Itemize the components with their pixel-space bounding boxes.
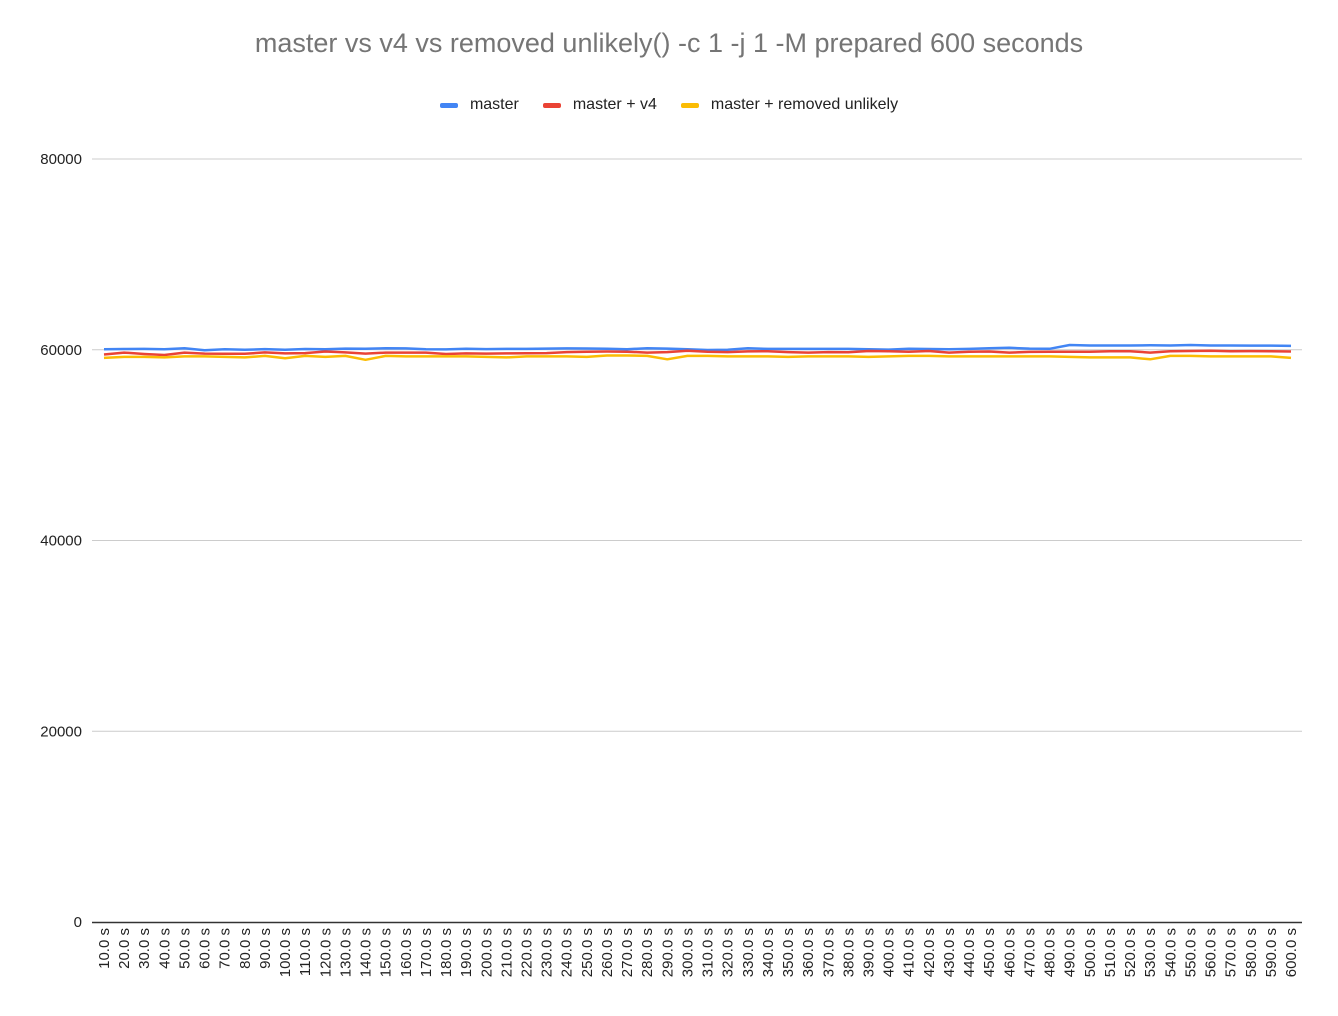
x-tick-label: 330.0 s <box>740 928 757 977</box>
legend-label-removed-unlikely: master + removed unlikely <box>710 96 899 113</box>
x-tick-label: 140.0 s <box>358 928 375 977</box>
x-tick-label: 540.0 s <box>1162 928 1179 977</box>
legend: master master + v4 master + removed unli… <box>0 96 1338 114</box>
x-tick-label: 260.0 s <box>599 928 616 977</box>
x-tick-label: 370.0 s <box>820 928 837 977</box>
legend-swatch-master-v4 <box>542 102 561 108</box>
legend-item-master[interactable]: master <box>439 96 519 114</box>
legend-item-removed-unlikely[interactable]: master + removed unlikely <box>680 96 899 114</box>
legend-label-master: master <box>469 96 519 113</box>
legend-label-master-v4: master + v4 <box>572 96 657 113</box>
legend-swatch-master <box>439 102 458 108</box>
x-tick-label: 240.0 s <box>559 928 576 977</box>
x-tick-label: 350.0 s <box>780 928 797 977</box>
x-tick-label: 320.0 s <box>720 928 737 977</box>
x-tick-label: 120.0 s <box>317 928 334 977</box>
x-tick-label: 570.0 s <box>1223 928 1240 977</box>
series-line-1 <box>103 349 1292 357</box>
y-tick-label: 60000 <box>40 342 82 359</box>
x-tick-label: 460.0 s <box>1001 928 1018 977</box>
gridlines <box>92 158 1302 732</box>
x-tick-label: 30.0 s <box>136 928 153 969</box>
x-tick-label: 470.0 s <box>1022 928 1039 977</box>
x-tick-label: 220.0 s <box>519 928 536 977</box>
x-tick-label: 510.0 s <box>1102 928 1119 977</box>
x-tick-label: 60.0 s <box>197 928 214 969</box>
x-tick-label: 250.0 s <box>579 928 596 977</box>
x-tick-label: 300.0 s <box>679 928 696 977</box>
legend-swatch-removed-unlikely <box>680 102 699 108</box>
x-tick-label: 50.0 s <box>177 928 194 969</box>
y-tick-label: 20000 <box>40 723 82 740</box>
x-tick-label: 40.0 s <box>156 928 173 969</box>
x-tick-label: 150.0 s <box>378 928 395 977</box>
x-tick-label: 290.0 s <box>659 928 676 977</box>
x-tick-label: 270.0 s <box>619 928 636 977</box>
x-tick-label: 390.0 s <box>861 928 878 977</box>
x-tick-label: 520.0 s <box>1122 928 1139 977</box>
x-tick-label: 180.0 s <box>438 928 455 977</box>
x-tick-label: 170.0 s <box>418 928 435 977</box>
x-tick-label: 70.0 s <box>217 928 234 969</box>
x-tick-label: 80.0 s <box>237 928 254 969</box>
series-line-0 <box>103 343 1292 352</box>
y-axis-tick-labels: 0 20000 40000 60000 80000 <box>40 151 82 931</box>
series-lines <box>103 343 1292 362</box>
x-tick-label: 160.0 s <box>398 928 415 977</box>
legend-item-master-v4[interactable]: master + v4 <box>542 96 657 114</box>
x-tick-label: 440.0 s <box>961 928 978 977</box>
y-tick-label: 80000 <box>40 151 82 168</box>
chart-title: master vs v4 vs removed unlikely() -c 1 … <box>254 28 1084 58</box>
x-tick-label: 400.0 s <box>881 928 898 977</box>
x-tick-label: 210.0 s <box>498 928 515 977</box>
x-tick-label: 340.0 s <box>760 928 777 977</box>
x-tick-label: 310.0 s <box>700 928 717 977</box>
series-line-2 <box>103 354 1292 362</box>
y-tick-label: 40000 <box>40 533 82 550</box>
y-tick-label: 0 <box>74 914 82 931</box>
x-tick-label: 360.0 s <box>800 928 817 977</box>
x-tick-label: 600.0 s <box>1283 928 1300 977</box>
x-tick-label: 10.0 s <box>96 928 113 969</box>
x-tick-label: 590.0 s <box>1263 928 1280 977</box>
x-tick-label: 530.0 s <box>1142 928 1159 977</box>
x-tick-label: 380.0 s <box>840 928 857 977</box>
x-tick-label: 410.0 s <box>901 928 918 977</box>
x-tick-label: 230.0 s <box>539 928 556 977</box>
x-tick-label: 100.0 s <box>277 928 294 977</box>
x-axis-tick-labels: 10.0 s 20.0 s 30.0 s 40.0 s 50.0 s 60.0 s 70.0… <box>96 928 1300 977</box>
x-tick-label: 110.0 s <box>297 928 314 976</box>
x-tick-label: 90.0 s <box>257 928 274 969</box>
x-tick-label: 190.0 s <box>458 928 475 977</box>
x-tick-label: 20.0 s <box>116 928 133 969</box>
x-tick-label: 430.0 s <box>941 928 958 977</box>
x-tick-label: 130.0 s <box>337 928 354 977</box>
x-tick-label: 450.0 s <box>981 928 998 977</box>
x-tick-label: 560.0 s <box>1203 928 1220 977</box>
x-tick-label: 420.0 s <box>921 928 938 977</box>
x-tick-label: 480.0 s <box>1042 928 1059 977</box>
x-tick-label: 490.0 s <box>1062 928 1079 977</box>
x-tick-label: 580.0 s <box>1243 928 1260 977</box>
x-tick-label: 500.0 s <box>1082 928 1099 977</box>
x-tick-label: 280.0 s <box>639 928 656 977</box>
x-tick-label: 200.0 s <box>478 928 495 977</box>
x-tick-label: 550.0 s <box>1182 928 1199 977</box>
